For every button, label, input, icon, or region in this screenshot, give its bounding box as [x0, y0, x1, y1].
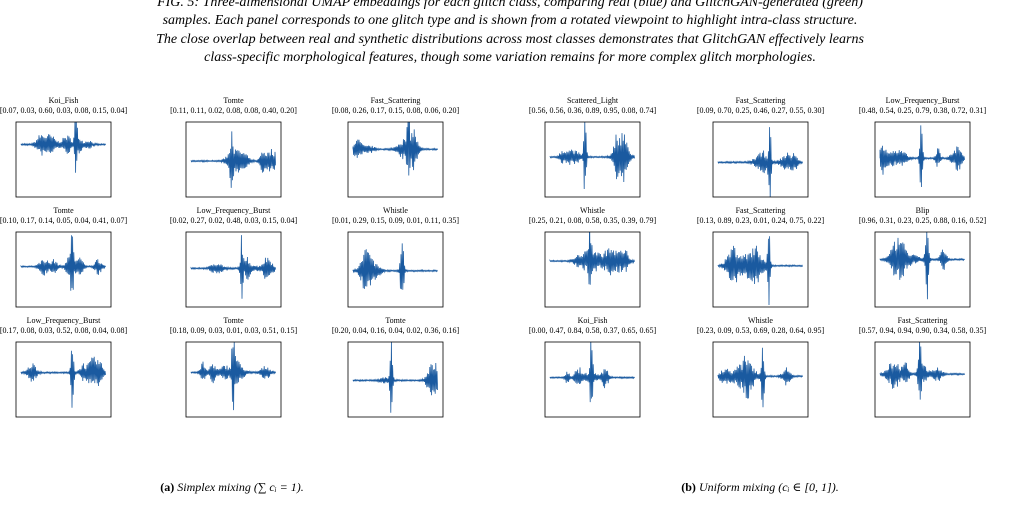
panel-frame: [347, 231, 444, 308]
panel-coeffs: [0.01, 0.29, 0.15, 0.09, 0.01, 0.11, 0.3…: [332, 216, 459, 225]
panel-title: Low_Frequency_Burst: [27, 316, 102, 325]
subcaption: (b) Uniform mixing (cᵢ ∈ [0, 1]).: [681, 480, 838, 494]
panel-coeffs: [0.13, 0.89, 0.23, 0.01, 0.24, 0.75, 0.2…: [697, 216, 825, 225]
waveform: [879, 342, 965, 400]
panel-frame: [347, 121, 444, 198]
panel-frame: [15, 231, 112, 308]
waveform: [20, 122, 106, 173]
panel-title: Whistle: [748, 316, 773, 325]
caption-line: class-specific morphological features, t…: [204, 50, 816, 65]
panel-frame: [712, 121, 809, 198]
panel-title: Blip: [916, 206, 930, 215]
panel-coeffs: [0.11, 0.11, 0.02, 0.08, 0.08, 0.40, 0.2…: [170, 106, 297, 115]
panel-coeffs: [0.17, 0.08, 0.03, 0.52, 0.08, 0.04, 0.0…: [0, 326, 128, 335]
panel-title: Fast_Scattering: [371, 96, 421, 105]
panel-frame: [15, 121, 112, 198]
panel-frame: [185, 121, 282, 198]
panel-frame: [544, 341, 641, 418]
caption-line: FIG. 5: Three-dimensional UMAP embedding…: [156, 0, 863, 10]
panel-coeffs: [0.23, 0.09, 0.53, 0.69, 0.28, 0.64, 0.9…: [697, 326, 825, 335]
panel-coeffs: [0.56, 0.56, 0.36, 0.89, 0.95, 0.08, 0.7…: [529, 106, 657, 115]
panel-frame: [185, 231, 282, 308]
subcaption: (a) Simplex mixing (∑ cᵢ = 1).: [160, 480, 304, 494]
panel-title: Tomte: [385, 316, 406, 325]
panel-coeffs: [0.25, 0.21, 0.08, 0.58, 0.35, 0.39, 0.7…: [529, 216, 657, 225]
panel-coeffs: [0.48, 0.54, 0.25, 0.79, 0.38, 0.72, 0.3…: [859, 106, 987, 115]
caption-line: The close overlap between real and synth…: [156, 32, 864, 47]
panel-title: Fast_Scattering: [898, 316, 948, 325]
waveform: [717, 127, 803, 197]
panel-title: Koi_Fish: [578, 316, 608, 325]
waveform: [879, 125, 965, 188]
panel-coeffs: [0.08, 0.26, 0.17, 0.15, 0.08, 0.06, 0.2…: [332, 106, 460, 115]
panel-coeffs: [0.10, 0.17, 0.14, 0.05, 0.04, 0.41, 0.0…: [0, 216, 128, 225]
waveform: [190, 235, 276, 299]
panel-coeffs: [0.07, 0.03, 0.60, 0.03, 0.08, 0.15, 0.0…: [0, 106, 128, 115]
panel-title: Tomte: [223, 316, 244, 325]
waveform: [190, 131, 276, 188]
subcaption-label: (a): [160, 480, 174, 494]
panel-title: Low_Frequency_Burst: [197, 206, 272, 215]
panel-coeffs: [0.00, 0.47, 0.84, 0.58, 0.37, 0.65, 0.6…: [529, 326, 657, 335]
panel-title: Whistle: [580, 206, 605, 215]
panel-title: Fast_Scattering: [736, 206, 786, 215]
waveform: [190, 342, 276, 411]
waveform: [352, 342, 438, 413]
panel-frame: [15, 341, 112, 418]
panel-title: Fast_Scattering: [736, 96, 786, 105]
waveform: [20, 235, 106, 291]
panel-title: Koi_Fish: [49, 96, 79, 105]
panel-coeffs: [0.57, 0.94, 0.94, 0.90, 0.34, 0.58, 0.3…: [859, 326, 987, 335]
panel-frame: [874, 341, 971, 418]
waveform: [352, 243, 438, 290]
panel-frame: [544, 231, 641, 308]
panel-title: Tomte: [53, 206, 74, 215]
panel-coeffs: [0.96, 0.31, 0.23, 0.25, 0.88, 0.16, 0.5…: [859, 216, 987, 225]
panel-title: Whistle: [383, 206, 408, 215]
panel-frame: [544, 121, 641, 198]
subcaption-text: Uniform mixing (cᵢ ∈ [0, 1]).: [699, 480, 839, 494]
waveform: [717, 347, 803, 408]
panel-coeffs: [0.09, 0.70, 0.25, 0.46, 0.27, 0.55, 0.3…: [697, 106, 825, 115]
subcaption-label: (b): [681, 480, 696, 494]
panel-title: Scattered_Light: [567, 96, 619, 105]
subcaption-text: Simplex mixing (∑ cᵢ = 1).: [177, 480, 304, 494]
caption-line: samples. Each panel corresponds to one g…: [163, 13, 858, 28]
panel-coeffs: [0.20, 0.04, 0.16, 0.04, 0.02, 0.36, 0.1…: [332, 326, 460, 335]
waveform: [717, 236, 803, 306]
panel-frame: [185, 341, 282, 418]
panel-frame: [712, 341, 809, 418]
panel-title: Low_Frequency_Burst: [886, 96, 961, 105]
panel-coeffs: [0.02, 0.27, 0.02, 0.48, 0.03, 0.15, 0.0…: [170, 216, 298, 225]
waveform: [352, 122, 438, 176]
waveform: [549, 122, 635, 190]
waveform: [879, 232, 965, 300]
panel-frame: [347, 341, 444, 418]
panel-frame: [874, 231, 971, 308]
waveform: [20, 350, 106, 408]
panel-frame: [712, 231, 809, 308]
panel-coeffs: [0.18, 0.09, 0.03, 0.01, 0.03, 0.51, 0.1…: [170, 326, 298, 335]
waveform: [549, 232, 635, 285]
waveform: [549, 342, 635, 403]
panel-frame: [874, 121, 971, 198]
panel-title: Tomte: [223, 96, 244, 105]
